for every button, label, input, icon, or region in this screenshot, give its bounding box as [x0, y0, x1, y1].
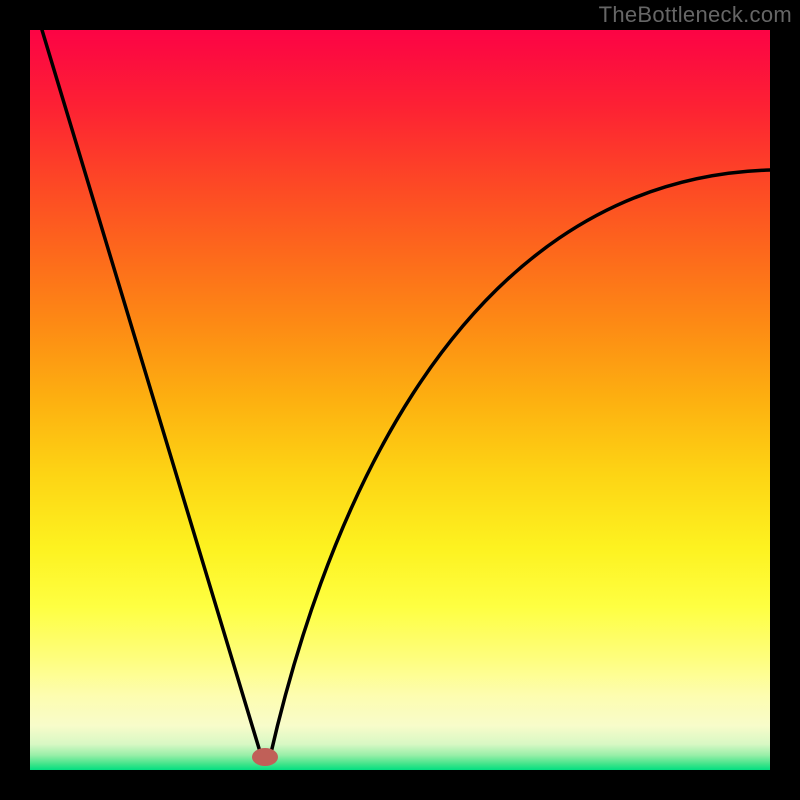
- curve-overlay: [0, 0, 800, 800]
- bottleneck-curve: [42, 30, 770, 757]
- chart-container: TheBottleneck.com: [0, 0, 800, 800]
- minimum-marker: [252, 748, 278, 766]
